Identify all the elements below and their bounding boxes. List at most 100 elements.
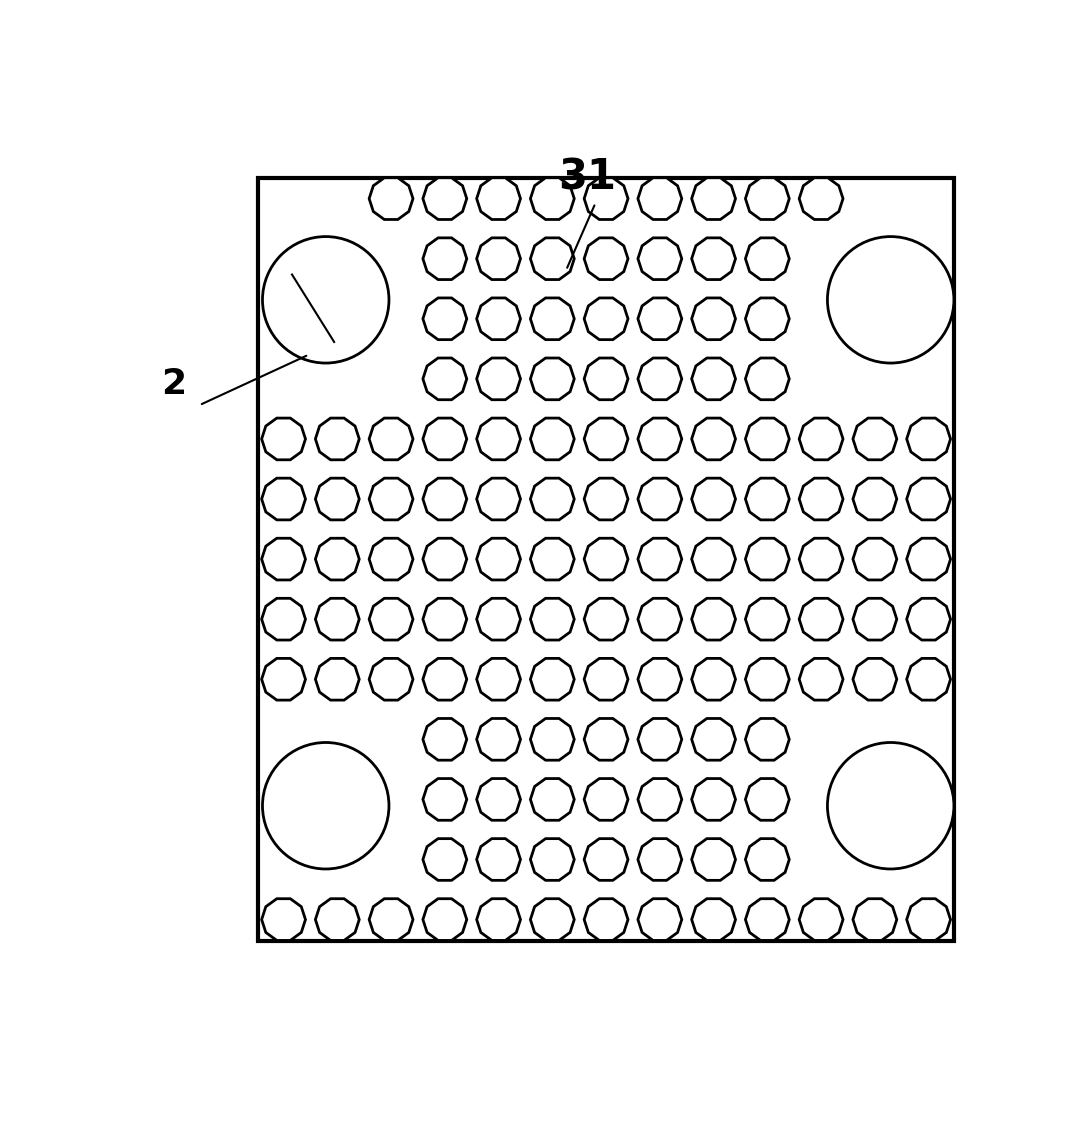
Polygon shape	[800, 538, 843, 580]
Polygon shape	[638, 298, 682, 340]
Polygon shape	[423, 838, 467, 880]
Polygon shape	[800, 418, 843, 460]
Polygon shape	[638, 538, 682, 580]
Polygon shape	[531, 418, 574, 460]
Polygon shape	[584, 178, 628, 220]
Bar	[258, 177, 954, 941]
Polygon shape	[261, 899, 306, 941]
Text: 2: 2	[161, 367, 186, 402]
Polygon shape	[853, 659, 897, 700]
Polygon shape	[906, 538, 951, 580]
Polygon shape	[906, 478, 951, 520]
Polygon shape	[477, 478, 520, 520]
Polygon shape	[584, 238, 628, 280]
Polygon shape	[423, 598, 467, 640]
Polygon shape	[477, 838, 520, 880]
Polygon shape	[423, 899, 467, 941]
Polygon shape	[745, 659, 789, 700]
Polygon shape	[423, 659, 467, 700]
Polygon shape	[692, 178, 735, 220]
Polygon shape	[745, 178, 789, 220]
Polygon shape	[853, 598, 897, 640]
Polygon shape	[584, 478, 628, 520]
Polygon shape	[584, 719, 628, 760]
Polygon shape	[692, 838, 735, 880]
Polygon shape	[745, 238, 789, 280]
Polygon shape	[692, 598, 735, 640]
Polygon shape	[531, 778, 574, 820]
Polygon shape	[638, 719, 682, 760]
Polygon shape	[584, 598, 628, 640]
Polygon shape	[369, 659, 413, 700]
Text: 31: 31	[558, 157, 616, 199]
Polygon shape	[638, 478, 682, 520]
Polygon shape	[692, 538, 735, 580]
Polygon shape	[692, 719, 735, 760]
Polygon shape	[584, 899, 628, 941]
Polygon shape	[638, 659, 682, 700]
Polygon shape	[692, 238, 735, 280]
Polygon shape	[745, 778, 789, 820]
Polygon shape	[584, 418, 628, 460]
Polygon shape	[531, 598, 574, 640]
Polygon shape	[423, 298, 467, 340]
Polygon shape	[584, 358, 628, 399]
Polygon shape	[853, 478, 897, 520]
Polygon shape	[745, 719, 789, 760]
Polygon shape	[531, 358, 574, 399]
Polygon shape	[531, 538, 574, 580]
Polygon shape	[692, 899, 735, 941]
Polygon shape	[261, 478, 306, 520]
Polygon shape	[692, 659, 735, 700]
Polygon shape	[369, 899, 413, 941]
Circle shape	[262, 742, 390, 869]
Polygon shape	[906, 899, 951, 941]
Circle shape	[262, 237, 390, 363]
Polygon shape	[261, 418, 306, 460]
Polygon shape	[745, 899, 789, 941]
Polygon shape	[745, 358, 789, 399]
Polygon shape	[261, 598, 306, 640]
Polygon shape	[745, 538, 789, 580]
Polygon shape	[531, 719, 574, 760]
Polygon shape	[477, 538, 520, 580]
Polygon shape	[369, 178, 413, 220]
Polygon shape	[423, 719, 467, 760]
Circle shape	[827, 237, 954, 363]
Polygon shape	[745, 418, 789, 460]
Polygon shape	[584, 298, 628, 340]
Polygon shape	[853, 418, 897, 460]
Polygon shape	[906, 659, 951, 700]
Polygon shape	[745, 298, 789, 340]
Polygon shape	[477, 899, 520, 941]
Polygon shape	[692, 358, 735, 399]
Polygon shape	[638, 178, 682, 220]
Polygon shape	[800, 478, 843, 520]
Polygon shape	[316, 538, 359, 580]
Circle shape	[827, 742, 954, 869]
Polygon shape	[800, 598, 843, 640]
Polygon shape	[800, 178, 843, 220]
Polygon shape	[477, 238, 520, 280]
Polygon shape	[531, 659, 574, 700]
Polygon shape	[531, 178, 574, 220]
Polygon shape	[638, 838, 682, 880]
Polygon shape	[316, 659, 359, 700]
Polygon shape	[638, 358, 682, 399]
Polygon shape	[745, 478, 789, 520]
Polygon shape	[531, 838, 574, 880]
Polygon shape	[316, 478, 359, 520]
Polygon shape	[531, 899, 574, 941]
Polygon shape	[423, 418, 467, 460]
Polygon shape	[584, 778, 628, 820]
Polygon shape	[369, 418, 413, 460]
Polygon shape	[692, 478, 735, 520]
Polygon shape	[477, 719, 520, 760]
Polygon shape	[531, 478, 574, 520]
Polygon shape	[800, 659, 843, 700]
Polygon shape	[261, 659, 306, 700]
Polygon shape	[745, 598, 789, 640]
Polygon shape	[531, 238, 574, 280]
Polygon shape	[745, 838, 789, 880]
Polygon shape	[800, 899, 843, 941]
